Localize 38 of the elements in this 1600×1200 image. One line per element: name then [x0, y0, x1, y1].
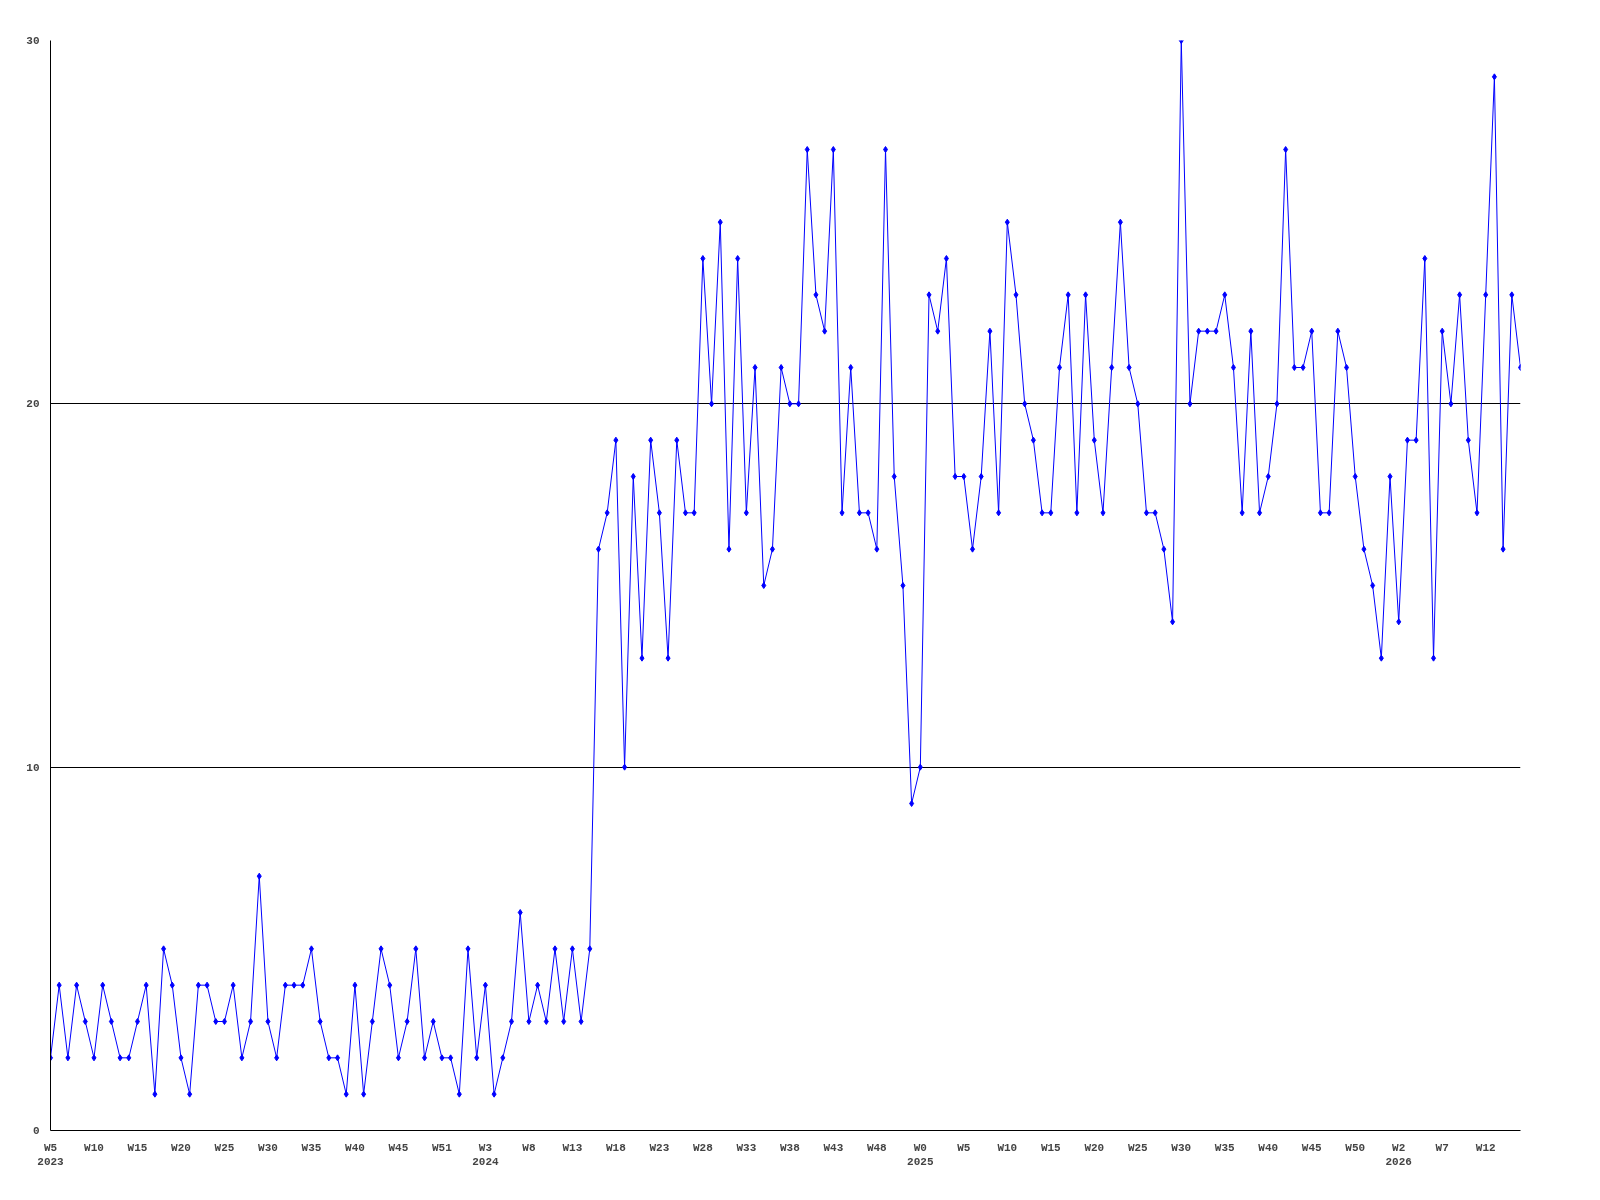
x-tick-label: W35	[1214, 1141, 1236, 1154]
x-tick-label: W10	[84, 1141, 104, 1154]
x-tick-label: W30	[1171, 1141, 1192, 1154]
x-tick-label: W20	[1084, 1141, 1105, 1154]
x-tick-label: W25	[214, 1141, 235, 1154]
x-tick-label: W20	[171, 1141, 191, 1154]
x-tick-label: W30	[258, 1141, 278, 1154]
x-tick-label: W33	[736, 1141, 757, 1154]
x-tick-label: W10	[997, 1141, 1018, 1154]
x-tick-label: W15	[1040, 1141, 1062, 1154]
x-tick-label: W25	[1127, 1141, 1149, 1154]
x-tick-label: W51	[432, 1141, 453, 1154]
x-tick-label: W45	[1301, 1141, 1323, 1154]
x-tick-label: W2 2026	[1385, 1141, 1412, 1168]
x-tick-label: W8	[522, 1141, 536, 1154]
x-tick-label: W43	[823, 1141, 844, 1154]
x-tick-label: W35	[301, 1141, 322, 1154]
x-tick-label: W13	[562, 1141, 583, 1154]
x-tick-label: W40	[1258, 1141, 1279, 1154]
x-tick-label: W48	[866, 1141, 888, 1154]
x-tick-label: W45	[388, 1141, 409, 1154]
x-tick-label: W15	[127, 1141, 148, 1154]
x-tick-label: W23	[649, 1141, 670, 1154]
x-tick-label: W0 2025	[907, 1141, 934, 1168]
y-tick-label: 0	[32, 1125, 40, 1137]
x-tick-label: W18	[605, 1141, 627, 1154]
y-tick-label: 30	[26, 35, 40, 47]
x-tick-label: W40	[345, 1141, 365, 1154]
x-tick-label: W50	[1345, 1141, 1366, 1154]
x-tick-label: W12	[1475, 1141, 1496, 1154]
x-tick-label: W7	[1435, 1141, 1449, 1154]
x-tick-label: W5	[957, 1141, 971, 1154]
x-tick-label: W5 2023	[37, 1141, 65, 1168]
x-tick-label: W3 2024	[472, 1141, 500, 1168]
x-tick-label: W28	[692, 1141, 714, 1154]
y-tick-label: 20	[26, 398, 40, 411]
y-tick-label: 10	[26, 761, 40, 774]
x-tick-label: W38	[779, 1141, 801, 1154]
